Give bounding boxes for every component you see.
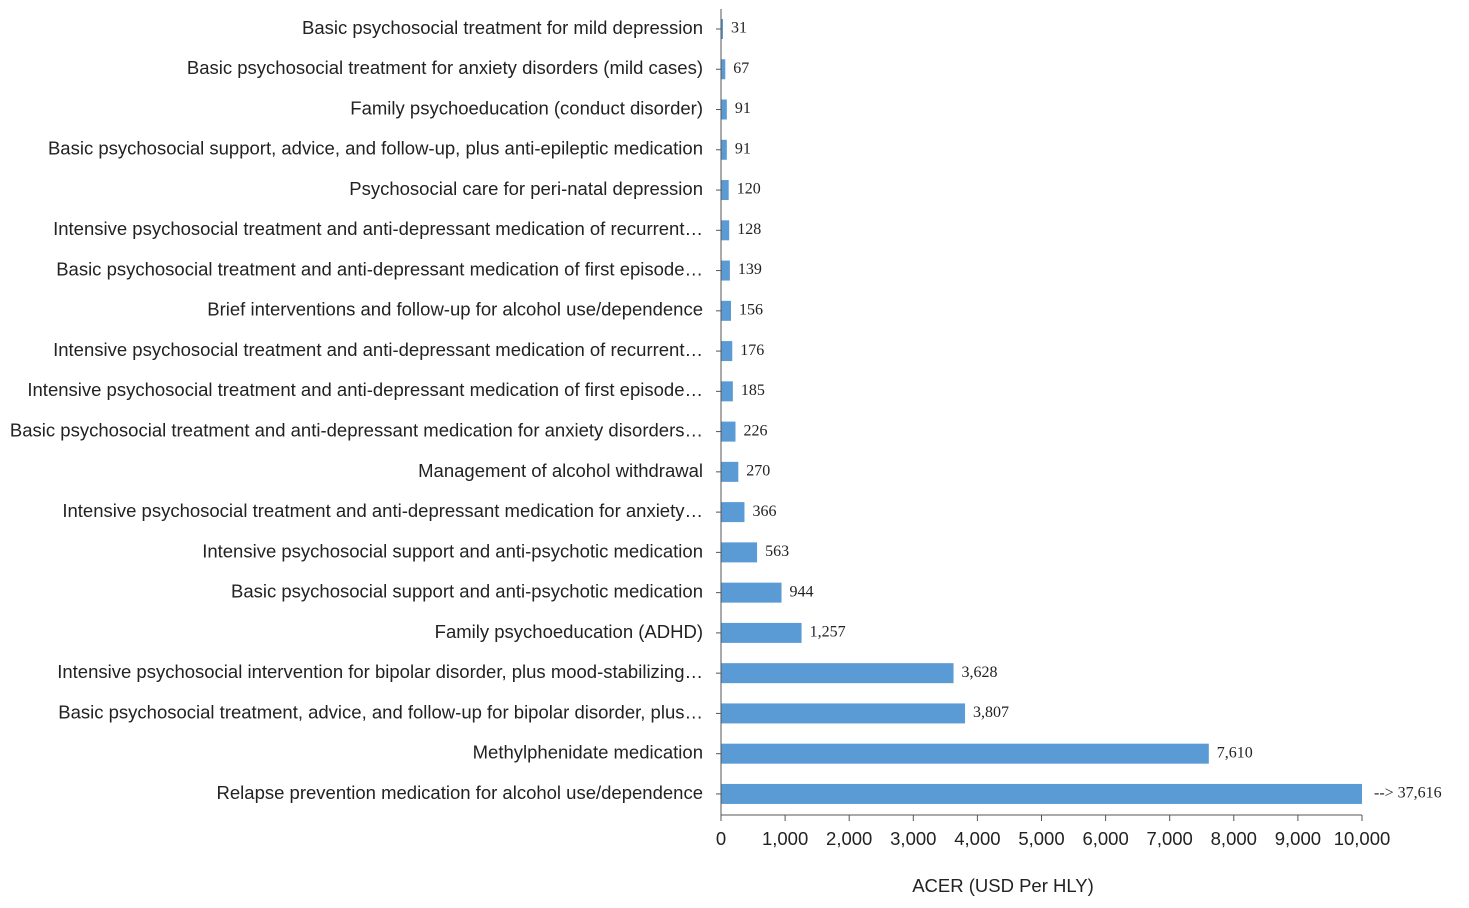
y-tick-label: Intensive psychosocial treatment and ant…	[53, 218, 703, 239]
value-label: 1,257	[810, 624, 846, 641]
bar	[721, 663, 954, 684]
value-label: 67	[733, 60, 749, 77]
bar	[721, 260, 730, 281]
bar	[721, 180, 729, 201]
y-tick-label: Methylphenidate medication	[473, 742, 703, 763]
y-tick-label: Family psychoeducation (conduct disorder…	[350, 97, 703, 118]
bar	[721, 703, 966, 724]
value-label: 128	[737, 221, 761, 238]
bar	[721, 622, 802, 643]
value-label: --> 37,616	[1374, 785, 1442, 802]
y-tick-label: Management of alcohol withdrawal	[418, 460, 703, 481]
value-label: 563	[765, 543, 789, 560]
bar	[721, 341, 733, 362]
y-tick-label: Relapse prevention medication for alcoho…	[217, 782, 703, 803]
x-tick-label: 2,000	[826, 828, 872, 849]
x-tick-label: 9,000	[1275, 828, 1321, 849]
y-tick-label: Brief interventions and follow-up for al…	[207, 299, 703, 320]
value-label: 91	[735, 100, 751, 117]
bar	[721, 461, 739, 482]
y-tick-label: Family psychoeducation (ADHD)	[435, 621, 703, 642]
bars	[721, 19, 1362, 804]
x-tick-label: 1,000	[762, 828, 808, 849]
value-label: 3,807	[973, 704, 1009, 721]
y-tick-label: Basic psychosocial treatment and anti-de…	[56, 258, 703, 279]
y-tick-label: Intensive psychosocial treatment and ant…	[27, 379, 703, 400]
value-label: 91	[735, 140, 751, 157]
x-tick-label: 3,000	[890, 828, 936, 849]
value-label: 120	[737, 181, 761, 198]
bar	[721, 220, 730, 241]
value-label: 270	[746, 463, 770, 480]
value-label: 185	[741, 382, 765, 399]
bar	[721, 783, 1362, 804]
value-label: 3,628	[962, 664, 998, 681]
bar	[721, 99, 727, 120]
x-tick-label: 10,000	[1334, 828, 1391, 849]
y-tick-label: Intensive psychosocial support and anti-…	[202, 540, 703, 561]
bar	[721, 542, 758, 563]
value-label: 156	[739, 301, 763, 318]
x-tick-label: 6,000	[1082, 828, 1128, 849]
value-label: 366	[752, 503, 776, 520]
y-tick-label: Basic psychosocial support and anti-psyc…	[231, 581, 703, 602]
bar	[721, 502, 745, 523]
x-axis-title: ACER (USD Per HLY)	[912, 875, 1094, 896]
bar	[721, 743, 1209, 764]
y-tick-label: Basic psychosocial treatment, advice, an…	[58, 701, 703, 722]
value-label: 31	[731, 20, 747, 37]
value-label: 226	[743, 422, 767, 439]
x-tick-label: 5,000	[1018, 828, 1064, 849]
value-label: 139	[738, 261, 762, 278]
bar	[721, 582, 782, 603]
value-label: 944	[790, 583, 814, 600]
x-tick-label: 7,000	[1147, 828, 1193, 849]
bar	[721, 381, 733, 402]
y-tick-label: Psychosocial care for peri-natal depress…	[349, 178, 703, 199]
x-tick-label: 4,000	[954, 828, 1000, 849]
y-tick-label: Basic psychosocial treatment for anxiety…	[187, 57, 703, 78]
value-label: 176	[740, 342, 764, 359]
value-label: 7,610	[1217, 744, 1253, 761]
y-tick-label: Basic psychosocial treatment and anti-de…	[10, 419, 703, 440]
y-tick-label: Basic psychosocial treatment for mild de…	[302, 17, 703, 38]
y-tick-label: Intensive psychosocial intervention for …	[57, 661, 703, 682]
bar	[721, 139, 727, 160]
x-tick-label: 8,000	[1211, 828, 1257, 849]
y-tick-label: Intensive psychosocial treatment and ant…	[53, 339, 703, 360]
bar	[721, 19, 723, 39]
bar	[721, 300, 731, 321]
bar	[721, 59, 726, 80]
y-tick-label: Intensive psychosocial treatment and ant…	[62, 500, 703, 521]
y-tick-label: Basic psychosocial support, advice, and …	[48, 138, 703, 159]
bar	[721, 421, 736, 442]
x-tick-label: 0	[716, 828, 726, 849]
